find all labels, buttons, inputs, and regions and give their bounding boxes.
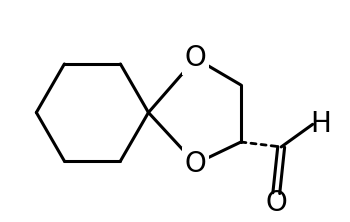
Text: O: O <box>185 44 206 72</box>
Text: O: O <box>185 150 206 178</box>
Text: O: O <box>265 189 287 217</box>
Text: H: H <box>310 110 331 138</box>
